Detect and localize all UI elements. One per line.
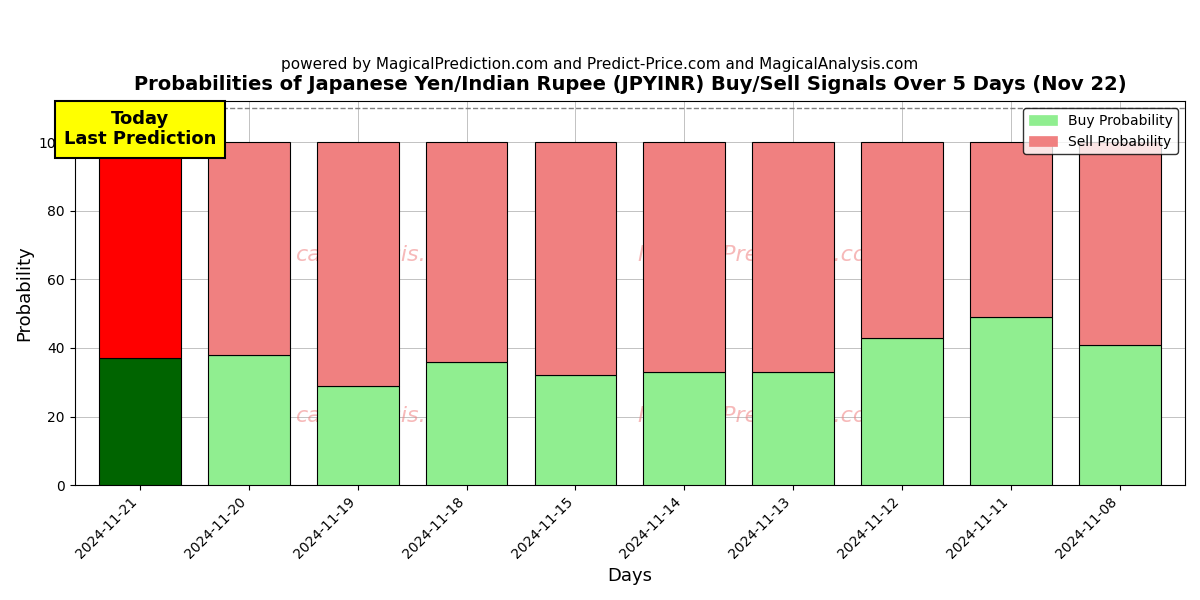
Bar [1079,344,1160,485]
Bar [970,142,1051,317]
Bar [752,142,834,372]
Text: MagicalPrediction.com: MagicalPrediction.com [637,406,889,426]
Bar [1079,142,1160,344]
Text: calAnalysis.com: calAnalysis.com [296,406,475,426]
Bar [208,355,289,485]
Text: powered by MagicalPrediction.com and Predict-Price.com and MagicalAnalysis.com: powered by MagicalPrediction.com and Pre… [281,57,919,72]
Bar [970,317,1051,485]
Bar [643,372,725,485]
Bar [534,376,617,485]
Bar [862,338,943,485]
Bar [317,142,398,386]
Bar [862,142,943,338]
Bar [208,142,289,355]
Bar [752,372,834,485]
Y-axis label: Probability: Probability [16,245,34,341]
Title: Probabilities of Japanese Yen/Indian Rupee (JPYINR) Buy/Sell Signals Over 5 Days: Probabilities of Japanese Yen/Indian Rup… [133,75,1126,94]
Text: calAnalysis.com: calAnalysis.com [296,245,475,265]
Text: Today
Last Prediction: Today Last Prediction [64,110,216,148]
X-axis label: Days: Days [607,567,653,585]
Bar [426,362,508,485]
Bar [426,142,508,362]
Bar [100,142,181,358]
Bar [643,142,725,372]
Bar [534,142,617,376]
Legend: Buy Probability, Sell Probability: Buy Probability, Sell Probability [1024,108,1178,154]
Text: MagicalPrediction.com: MagicalPrediction.com [637,245,889,265]
Bar [317,386,398,485]
Bar [100,358,181,485]
